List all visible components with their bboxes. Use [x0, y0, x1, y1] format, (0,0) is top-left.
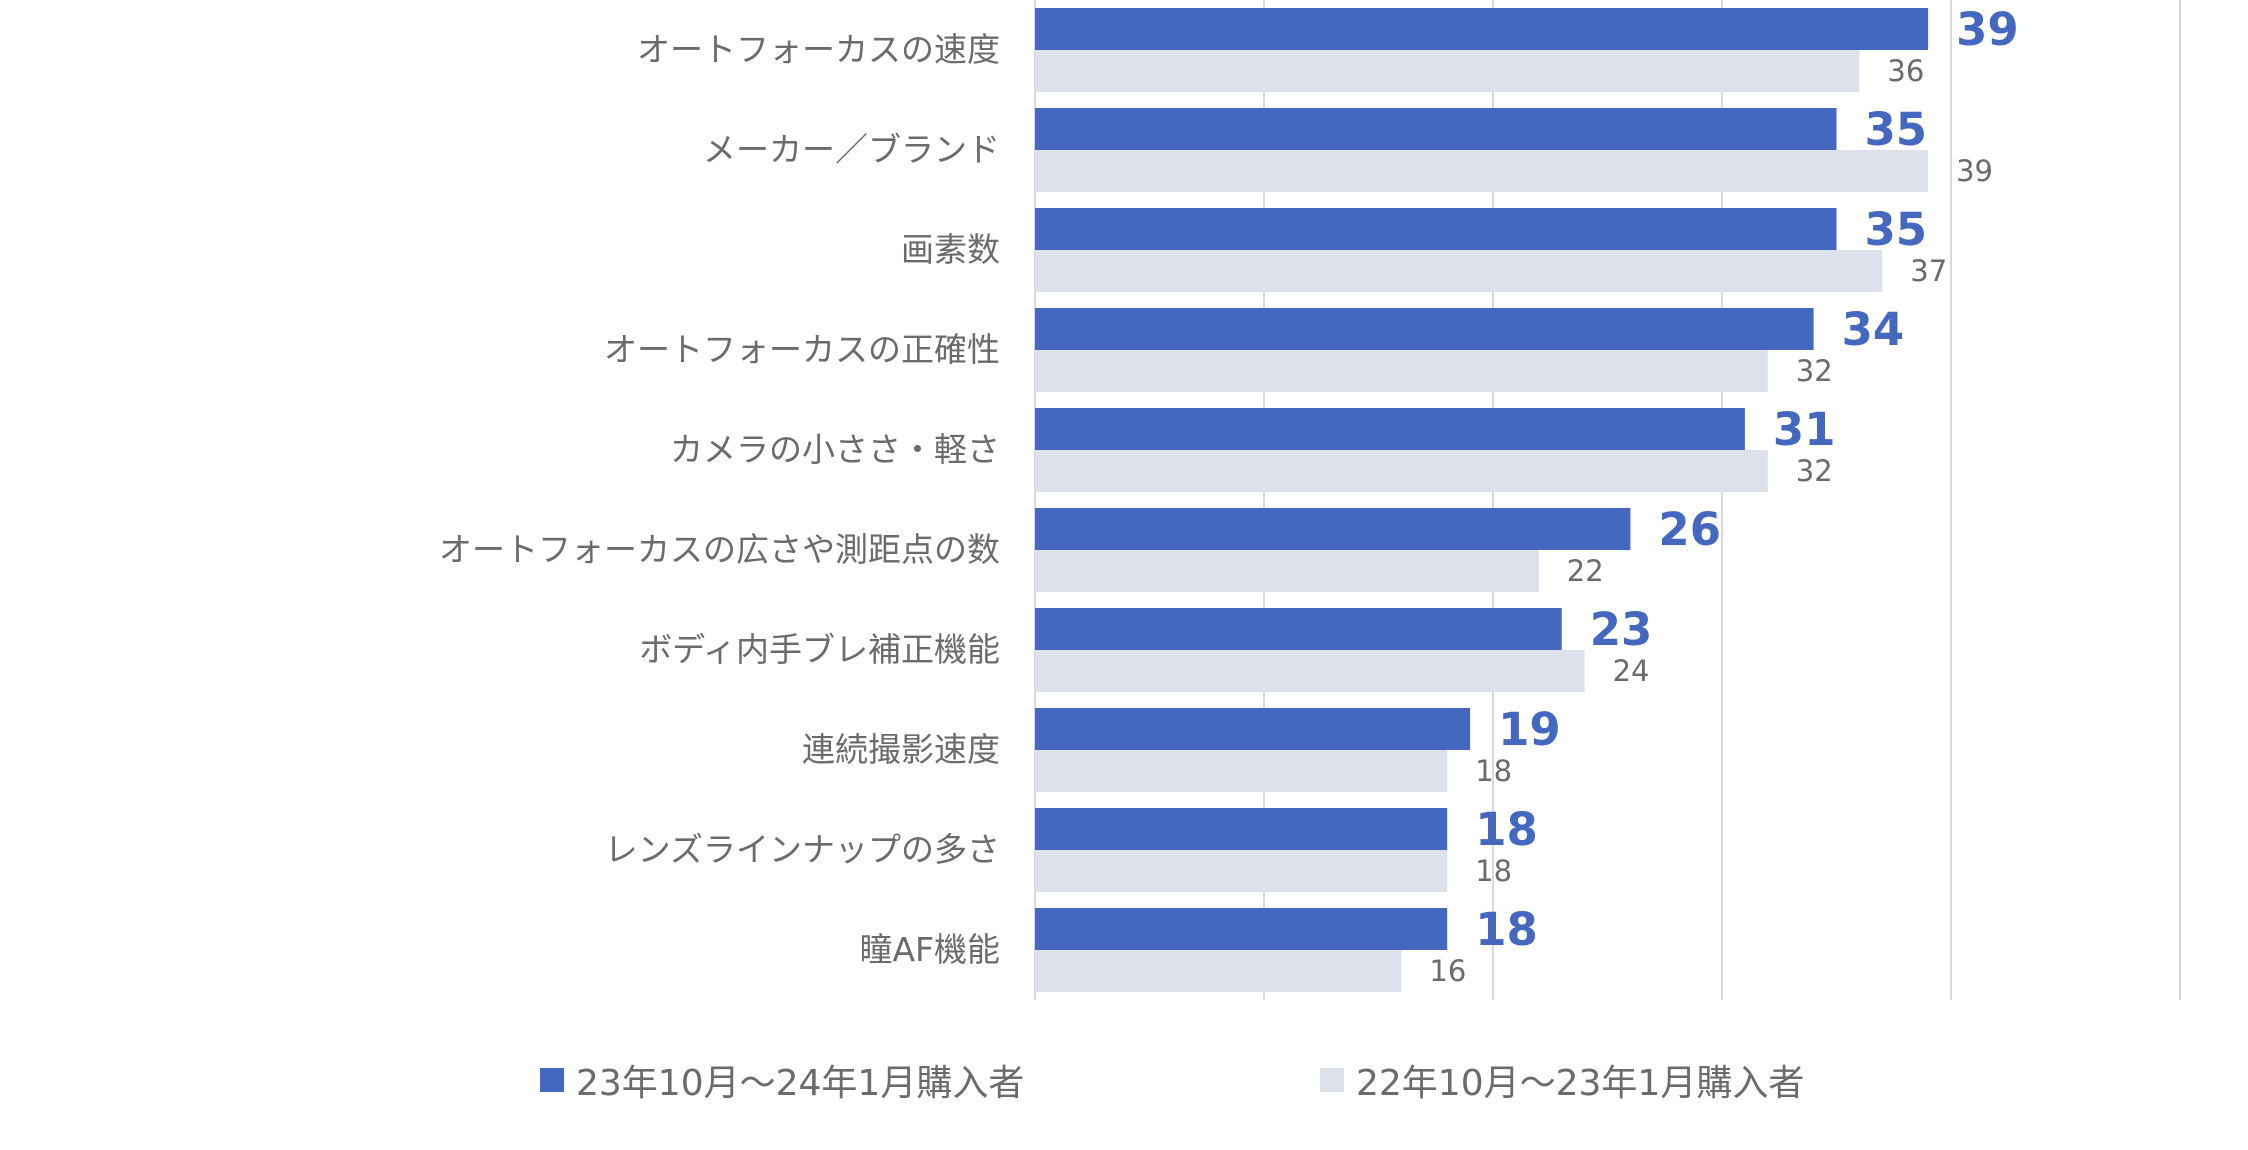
bar-current	[1035, 108, 1837, 150]
bar-current	[1035, 208, 1837, 250]
data-label-current: 19	[1498, 703, 1561, 756]
data-label-current: 18	[1475, 903, 1538, 956]
data-label-previous: 36	[1887, 54, 1924, 88]
bar-current	[1035, 708, 1471, 750]
data-label-previous: 37	[1910, 254, 1947, 288]
bar-current	[1035, 8, 1929, 50]
legend-item-previous: 22年10月～23年1月購入者	[1320, 1050, 1804, 1110]
bar-previous	[1035, 750, 1448, 792]
legend-label-previous: 22年10月～23年1月購入者	[1356, 1063, 1805, 1104]
bar-current	[1035, 808, 1448, 850]
category-label: メーカー／ブランド	[703, 130, 1000, 169]
bar-previous	[1035, 350, 1768, 392]
legend-swatch-current	[540, 1068, 564, 1092]
category-label: ボディ内手ブレ補正機能	[639, 630, 1000, 669]
bar-current	[1035, 308, 1814, 350]
category-label: レンズラインナップの多さ	[605, 830, 1000, 869]
data-label-previous: 18	[1475, 754, 1512, 788]
data-label-previous: 16	[1429, 954, 1466, 988]
data-label-current: 35	[1865, 103, 1928, 156]
data-label-previous: 18	[1475, 854, 1512, 888]
data-label-current: 26	[1658, 503, 1721, 556]
bar-current	[1035, 408, 1745, 450]
legend-swatch-previous	[1320, 1068, 1344, 1092]
category-label: カメラの小ささ・軽さ	[670, 430, 1000, 469]
data-label-previous: 22	[1567, 554, 1604, 588]
bar-previous	[1035, 850, 1448, 892]
bar-current	[1035, 908, 1448, 950]
category-label: 連続撮影速度	[802, 730, 1000, 769]
bar-current	[1035, 608, 1562, 650]
data-label-previous: 24	[1613, 654, 1650, 688]
data-label-current: 31	[1773, 403, 1836, 456]
category-label: 画素数	[901, 230, 1000, 269]
bar-previous	[1035, 950, 1402, 992]
data-label-previous: 32	[1796, 354, 1833, 388]
legend-label-current: 23年10月～24年1月購入者	[576, 1063, 1025, 1104]
category-label: オートフォーカスの正確性	[604, 330, 1000, 369]
data-label-previous: 39	[1956, 154, 1993, 188]
data-label-previous: 32	[1796, 454, 1833, 488]
category-label: 瞳AF機能	[859, 930, 1000, 969]
category-label: オートフォーカスの速度	[637, 30, 1000, 69]
data-label-current: 23	[1590, 603, 1653, 656]
category-label: オートフォーカスの広さや測距点の数	[439, 530, 1000, 569]
bar-previous	[1035, 550, 1539, 592]
bar-previous	[1035, 450, 1768, 492]
bar-previous	[1035, 50, 1860, 92]
bar-previous	[1035, 250, 1883, 292]
legend-item-current: 23年10月～24年1月購入者	[540, 1050, 1024, 1110]
bar-previous	[1035, 150, 1929, 192]
data-label-current: 39	[1956, 3, 2019, 56]
bar-current	[1035, 508, 1631, 550]
data-label-current: 18	[1475, 803, 1538, 856]
bar-previous	[1035, 650, 1585, 692]
data-label-current: 35	[1865, 203, 1928, 256]
data-label-current: 34	[1842, 303, 1905, 356]
